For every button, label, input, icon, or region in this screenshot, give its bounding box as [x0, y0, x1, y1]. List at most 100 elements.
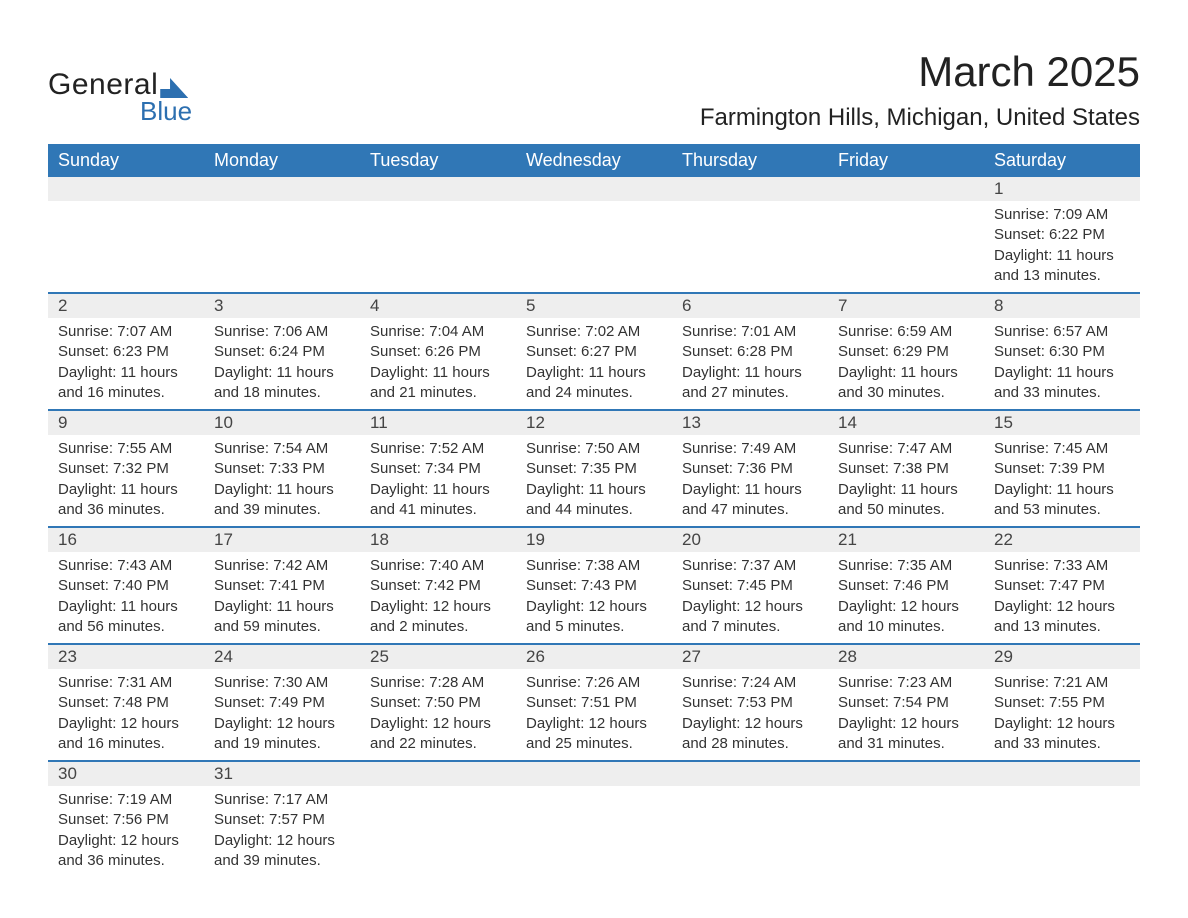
- day-detail-cell: Sunrise: 7:37 AMSunset: 7:45 PMDaylight:…: [672, 552, 828, 644]
- day-detail-cell: Sunrise: 7:52 AMSunset: 7:34 PMDaylight:…: [360, 435, 516, 527]
- day-number-cell: [360, 761, 516, 786]
- day-number-cell: 2: [48, 293, 204, 318]
- day-detail-row: Sunrise: 7:19 AMSunset: 7:56 PMDaylight:…: [48, 786, 1140, 877]
- daylight-text: Daylight: 12 hours and 33 minutes.: [994, 714, 1130, 755]
- sunrise-text: Sunrise: 7:28 AM: [370, 673, 506, 693]
- sunset-text: Sunset: 7:55 PM: [994, 693, 1130, 713]
- day-detail-cell: Sunrise: 7:19 AMSunset: 7:56 PMDaylight:…: [48, 786, 204, 877]
- day-number-cell: 9: [48, 410, 204, 435]
- daylight-text: Daylight: 12 hours and 13 minutes.: [994, 597, 1130, 638]
- daylight-text: Daylight: 12 hours and 10 minutes.: [838, 597, 974, 638]
- daylight-text: Daylight: 12 hours and 36 minutes.: [58, 831, 194, 872]
- day-number-cell: [828, 761, 984, 786]
- day-detail-cell: Sunrise: 7:24 AMSunset: 7:53 PMDaylight:…: [672, 669, 828, 761]
- day-number-row: 16171819202122: [48, 527, 1140, 552]
- page-title: March 2025: [700, 48, 1140, 96]
- sunset-text: Sunset: 6:24 PM: [214, 342, 350, 362]
- daylight-text: Daylight: 12 hours and 2 minutes.: [370, 597, 506, 638]
- day-detail-cell: Sunrise: 7:47 AMSunset: 7:38 PMDaylight:…: [828, 435, 984, 527]
- weekday-header: Monday: [204, 144, 360, 177]
- title-block: March 2025 Farmington Hills, Michigan, U…: [700, 48, 1140, 132]
- day-detail-cell: [204, 201, 360, 293]
- day-detail-cell: Sunrise: 7:42 AMSunset: 7:41 PMDaylight:…: [204, 552, 360, 644]
- day-number-cell: 1: [984, 177, 1140, 201]
- sunset-text: Sunset: 7:40 PM: [58, 576, 194, 596]
- sunset-text: Sunset: 7:41 PM: [214, 576, 350, 596]
- day-number-cell: 13: [672, 410, 828, 435]
- sunset-text: Sunset: 7:34 PM: [370, 459, 506, 479]
- daylight-text: Daylight: 11 hours and 18 minutes.: [214, 363, 350, 404]
- daylight-text: Daylight: 11 hours and 53 minutes.: [994, 480, 1130, 521]
- day-number-cell: 5: [516, 293, 672, 318]
- sunset-text: Sunset: 7:48 PM: [58, 693, 194, 713]
- daylight-text: Daylight: 11 hours and 47 minutes.: [682, 480, 818, 521]
- day-detail-row: Sunrise: 7:31 AMSunset: 7:48 PM Daylight:…: [48, 669, 1140, 761]
- daylight-text: Daylight: 11 hours and 24 minutes.: [526, 363, 662, 404]
- day-detail-cell: Sunrise: 6:59 AMSunset: 6:29 PMDaylight:…: [828, 318, 984, 410]
- header: General Blue March 2025 Farmington Hills…: [48, 48, 1140, 132]
- sunrise-text: Sunrise: 7:19 AM: [58, 790, 194, 810]
- day-detail-cell: Sunrise: 7:38 AMSunset: 7:43 PMDaylight:…: [516, 552, 672, 644]
- day-number-cell: 19: [516, 527, 672, 552]
- sunset-text: Sunset: 7:54 PM: [838, 693, 974, 713]
- day-detail-cell: Sunrise: 7:23 AMSunset: 7:54 PMDaylight:…: [828, 669, 984, 761]
- daylight-text: Daylight: 11 hours and 27 minutes.: [682, 363, 818, 404]
- day-detail-cell: Sunrise: 7:31 AMSunset: 7:48 PMDaylight:…: [48, 669, 204, 761]
- day-number-row: 3031: [48, 761, 1140, 786]
- day-detail-cell: [516, 786, 672, 877]
- day-detail-cell: Sunrise: 7:33 AMSunset: 7:47 PMDaylight:…: [984, 552, 1140, 644]
- day-detail-cell: [48, 201, 204, 293]
- sunrise-text: Sunrise: 7:02 AM: [526, 322, 662, 342]
- day-detail-cell: Sunrise: 7:35 AMSunset: 7:46 PMDaylight:…: [828, 552, 984, 644]
- sunset-text: Sunset: 7:53 PM: [682, 693, 818, 713]
- sunrise-text: Sunrise: 7:33 AM: [994, 556, 1130, 576]
- day-number-cell: [204, 177, 360, 201]
- location-subtitle: Farmington Hills, Michigan, United State…: [700, 104, 1140, 132]
- day-detail-row: Sunrise: 7:09 AMSunset: 6:22 PMDaylight:…: [48, 201, 1140, 293]
- day-detail-row: Sunrise: 7:55 AMSunset: 7:32 PMDaylight:…: [48, 435, 1140, 527]
- daylight-text: Daylight: 11 hours and 36 minutes.: [58, 480, 194, 521]
- day-detail-cell: [516, 201, 672, 293]
- daylight-text: Daylight: 12 hours and 5 minutes.: [526, 597, 662, 638]
- sunset-text: Sunset: 6:22 PM: [994, 225, 1130, 245]
- day-number-cell: 24: [204, 644, 360, 669]
- day-number-cell: 7: [828, 293, 984, 318]
- daylight-text: Daylight: 11 hours and 30 minutes.: [838, 363, 974, 404]
- day-detail-cell: Sunrise: 7:07 AMSunset: 6:23 PMDaylight:…: [48, 318, 204, 410]
- day-detail-cell: Sunrise: 6:57 AMSunset: 6:30 PMDaylight:…: [984, 318, 1140, 410]
- sunrise-text: Sunrise: 7:45 AM: [994, 439, 1130, 459]
- day-number-cell: 21: [828, 527, 984, 552]
- day-detail-cell: [672, 201, 828, 293]
- sunrise-text: Sunrise: 7:24 AM: [682, 673, 818, 693]
- sunrise-text: Sunrise: 7:31 AM: [58, 673, 194, 693]
- day-detail-row: Sunrise: 7:43 AMSunset: 7:40 PMDaylight:…: [48, 552, 1140, 644]
- day-detail-cell: [672, 786, 828, 877]
- day-number-cell: [672, 761, 828, 786]
- day-number-cell: 31: [204, 761, 360, 786]
- day-detail-cell: [828, 201, 984, 293]
- sunset-text: Sunset: 7:49 PM: [214, 693, 350, 713]
- daylight-text: Daylight: 11 hours and 59 minutes.: [214, 597, 350, 638]
- daylight-text: Daylight: 12 hours and 7 minutes.: [682, 597, 818, 638]
- daylight-text: Daylight: 12 hours and 39 minutes.: [214, 831, 350, 872]
- day-detail-cell: Sunrise: 7:43 AMSunset: 7:40 PMDaylight:…: [48, 552, 204, 644]
- day-number-cell: 8: [984, 293, 1140, 318]
- day-detail-cell: Sunrise: 7:50 AMSunset: 7:35 PMDaylight:…: [516, 435, 672, 527]
- day-number-cell: 17: [204, 527, 360, 552]
- weekday-header: Tuesday: [360, 144, 516, 177]
- sunset-text: Sunset: 7:32 PM: [58, 459, 194, 479]
- sunrise-text: Sunrise: 7:09 AM: [994, 205, 1130, 225]
- sunset-text: Sunset: 6:28 PM: [682, 342, 818, 362]
- day-number-cell: [672, 177, 828, 201]
- day-number-cell: 10: [204, 410, 360, 435]
- sunrise-text: Sunrise: 7:42 AM: [214, 556, 350, 576]
- day-detail-cell: Sunrise: 7:30 AMSunset: 7:49 PMDaylight:…: [204, 669, 360, 761]
- day-number-row: 9101112131415: [48, 410, 1140, 435]
- daylight-text: Daylight: 11 hours and 41 minutes.: [370, 480, 506, 521]
- day-detail-cell: Sunrise: 7:49 AMSunset: 7:36 PMDaylight:…: [672, 435, 828, 527]
- sunset-text: Sunset: 7:50 PM: [370, 693, 506, 713]
- day-number-cell: 22: [984, 527, 1140, 552]
- daylight-text: Daylight: 11 hours and 44 minutes.: [526, 480, 662, 521]
- day-number-cell: 12: [516, 410, 672, 435]
- sunset-text: Sunset: 6:27 PM: [526, 342, 662, 362]
